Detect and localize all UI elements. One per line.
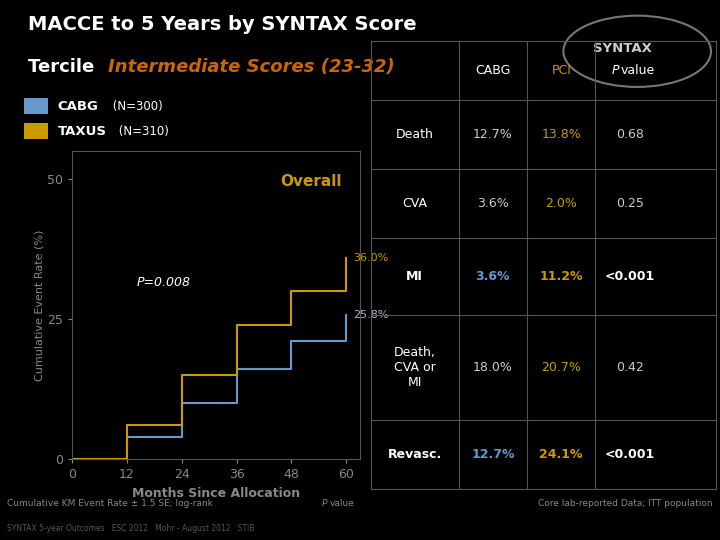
Text: Cumulative KM Event Rate ± 1.5 SE; log-rank: Cumulative KM Event Rate ± 1.5 SE; log-r… bbox=[7, 498, 216, 508]
Text: <0.001: <0.001 bbox=[605, 448, 654, 461]
Text: CABG: CABG bbox=[475, 64, 510, 77]
Text: 12.7%: 12.7% bbox=[473, 128, 513, 141]
Text: P=0.008: P=0.008 bbox=[136, 275, 190, 288]
Text: 20.7%: 20.7% bbox=[541, 361, 581, 374]
Text: 24.1%: 24.1% bbox=[539, 448, 583, 461]
Text: Tercile: Tercile bbox=[28, 58, 100, 76]
Text: CVA: CVA bbox=[402, 197, 427, 210]
Text: Revasc.: Revasc. bbox=[387, 448, 442, 461]
Text: 0.68: 0.68 bbox=[616, 128, 644, 141]
Text: MI: MI bbox=[406, 270, 423, 283]
Text: 0.25: 0.25 bbox=[616, 197, 644, 210]
Text: 2.0%: 2.0% bbox=[545, 197, 577, 210]
Text: Core lab-reported Data; ITT population: Core lab-reported Data; ITT population bbox=[538, 498, 713, 508]
Y-axis label: Cumulative Event Rate (%): Cumulative Event Rate (%) bbox=[34, 230, 44, 381]
X-axis label: Months Since Allocation: Months Since Allocation bbox=[132, 487, 300, 500]
Text: 25.8%: 25.8% bbox=[353, 309, 389, 320]
Text: Death,
CVA or
MI: Death, CVA or MI bbox=[394, 346, 436, 389]
Text: (N=310): (N=310) bbox=[115, 125, 169, 138]
Text: 18.0%: 18.0% bbox=[473, 361, 513, 374]
Text: P: P bbox=[612, 64, 619, 77]
Text: Intermediate Scores (23-32): Intermediate Scores (23-32) bbox=[108, 58, 395, 76]
Text: 3.6%: 3.6% bbox=[476, 270, 510, 283]
Text: PCI: PCI bbox=[552, 64, 571, 77]
Text: Death: Death bbox=[396, 128, 433, 141]
Text: (N=300): (N=300) bbox=[109, 100, 163, 113]
Text: 0.42: 0.42 bbox=[616, 361, 644, 374]
Text: 11.2%: 11.2% bbox=[539, 270, 583, 283]
Text: Overall: Overall bbox=[280, 173, 342, 188]
Text: 12.7%: 12.7% bbox=[471, 448, 515, 461]
Text: CABG: CABG bbox=[58, 100, 99, 113]
Bar bbox=[24, 98, 48, 114]
Text: 3.6%: 3.6% bbox=[477, 197, 509, 210]
Text: P: P bbox=[322, 498, 327, 508]
Text: <0.001: <0.001 bbox=[605, 270, 654, 283]
Text: value: value bbox=[621, 64, 655, 77]
Bar bbox=[24, 123, 48, 139]
Text: SYNTAX: SYNTAX bbox=[593, 42, 652, 55]
Text: MACCE to 5 Years by SYNTAX Score: MACCE to 5 Years by SYNTAX Score bbox=[28, 15, 417, 34]
Text: value: value bbox=[330, 498, 355, 508]
Text: SYNTAX 5-year Outcomes   ESC 2012   Mohr - August 2012   STIB: SYNTAX 5-year Outcomes ESC 2012 Mohr - A… bbox=[7, 524, 255, 533]
Text: 36.0%: 36.0% bbox=[353, 253, 388, 262]
Text: TAXUS: TAXUS bbox=[58, 125, 107, 138]
Text: 13.8%: 13.8% bbox=[541, 128, 581, 141]
